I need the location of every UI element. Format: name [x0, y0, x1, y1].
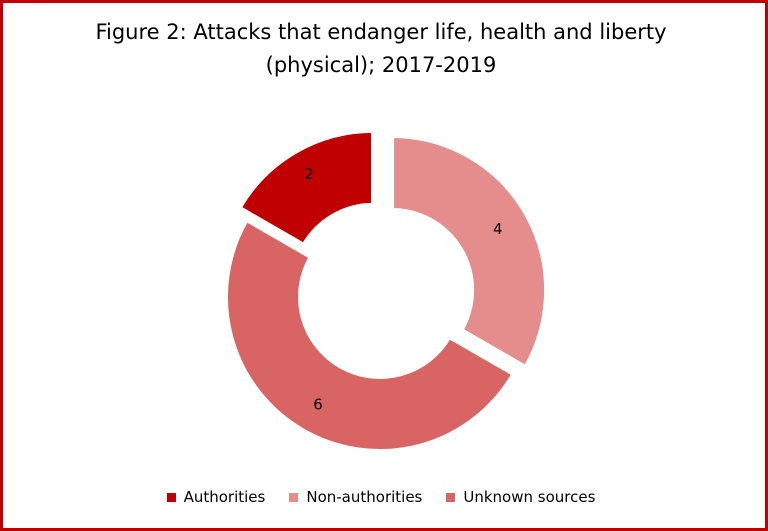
legend-swatch-unknown-sources: [446, 492, 456, 502]
data-label-unknown-sources: 6: [313, 395, 323, 413]
chart-title: Figure 2: Attacks that endanger life, he…: [20, 16, 742, 82]
chart-legend: Authorities Non-authorities Unknown sour…: [0, 488, 762, 506]
legend-item-unknown-sources: Unknown sources: [446, 488, 595, 506]
chart-title-line-1: Figure 2: Attacks that endanger life, he…: [95, 20, 667, 44]
legend-swatch-authorities: [166, 492, 176, 502]
data-label-authorities: 2: [304, 165, 314, 183]
data-label-non-authorities: 4: [493, 220, 503, 238]
slice-unknown-sources: [224, 217, 517, 453]
legend-item-non-authorities: Non-authorities: [289, 488, 422, 506]
legend-label-authorities: Authorities: [183, 488, 266, 506]
slice-non-authorities: [390, 133, 549, 370]
legend-label-unknown-sources: Unknown sources: [463, 488, 596, 506]
legend-swatch-non-authorities: [289, 492, 299, 502]
legend-item-authorities: Authorities: [166, 488, 266, 506]
legend-label-non-authorities: Non-authorities: [306, 488, 423, 506]
chart-title-line-2: (physical); 2017-2019: [265, 53, 497, 77]
slice-authorities: [236, 128, 375, 248]
